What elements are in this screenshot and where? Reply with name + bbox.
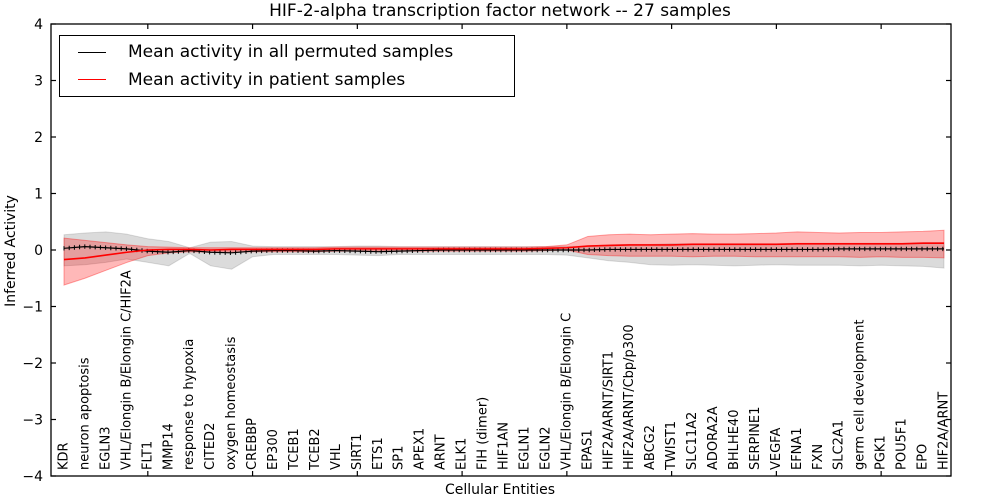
x-tick-label: SP1 <box>392 446 407 470</box>
x-tick-label: ARNT <box>434 434 449 470</box>
y-tick-label: −3 <box>22 413 43 429</box>
x-tick-label: MMP14 <box>161 423 176 470</box>
x-tick-label: VHL/Elongin B/Elongin C <box>559 313 574 470</box>
x-tick-label: ETS1 <box>371 437 386 470</box>
x-tick-label: SERPINE1 <box>748 407 763 470</box>
chart-title: HIF-2-alpha transcription factor network… <box>269 1 731 21</box>
y-axis-label: Inferred Activity <box>3 195 19 307</box>
x-tick-label: TCEB2 <box>308 428 323 471</box>
x-tick-label: response to hypoxia <box>182 339 197 470</box>
x-tick-label: KDR <box>57 442 72 470</box>
x-tick-label: PGK1 <box>874 435 889 470</box>
x-axis-label: Cellular Entities <box>444 482 556 498</box>
y-tick-label: 1 <box>34 187 43 203</box>
x-tick-label: EGLN1 <box>517 426 532 470</box>
x-tick-label: SLC11A2 <box>685 412 700 470</box>
x-tick-label: neuron apoptosis <box>77 357 92 470</box>
x-tick-label: oxygen homeostasis <box>224 336 239 470</box>
x-tick-label: VHL <box>329 443 344 470</box>
x-tick-label: APEX1 <box>413 428 428 470</box>
y-tick-label: 4 <box>34 17 43 33</box>
x-tick-label: HIF1AN <box>497 422 512 470</box>
x-tick-label: ELK1 <box>455 438 470 470</box>
legend-item-patient: Mean activity in patient samples <box>60 67 514 93</box>
legend-label-patient: Mean activity in patient samples <box>128 69 406 90</box>
legend-label-permuted: Mean activity in all permuted samples <box>128 42 454 63</box>
x-tick-label: HIF2A/ARNT/Cbp/p300 <box>622 324 637 470</box>
x-tick-label: ABCG2 <box>643 425 658 470</box>
x-tick-label: FIH (dimer) <box>476 397 491 470</box>
x-tick-label: EGLN3 <box>98 426 113 470</box>
x-tick-label: FXN <box>811 444 826 470</box>
x-tick-label: FLT1 <box>140 441 155 470</box>
legend-line-red-icon <box>78 79 106 81</box>
y-tick-label: −4 <box>22 469 43 485</box>
patient-mean-line <box>63 242 944 261</box>
x-tick-label: BHLHE40 <box>727 410 742 470</box>
x-tick-label: HIF2A/ARNT/SIRT1 <box>601 351 616 470</box>
x-tick-label: HIF2A/ARNT <box>937 392 952 470</box>
y-tick-label: 0 <box>34 243 43 259</box>
y-tick-label: −2 <box>22 356 43 372</box>
y-tick-label: 2 <box>34 130 43 146</box>
legend-line-black-icon <box>78 51 106 53</box>
x-tick-label: germ cell development <box>853 320 868 470</box>
x-tick-label: CREBBP <box>245 418 260 470</box>
x-tick-label: EFNA1 <box>790 427 805 470</box>
x-tick-label: SLC2A1 <box>832 420 847 470</box>
x-tick-label: CITED2 <box>203 423 218 470</box>
y-tick-label: 3 <box>34 74 43 90</box>
x-tick-label: VHL/Elongin B/Elongin C/HIF2A <box>119 270 134 470</box>
x-tick-label: SIRT1 <box>350 434 365 470</box>
x-tick-label: ADORA2A <box>706 406 721 470</box>
x-tick-label: VEGFA <box>769 428 784 470</box>
legend: Mean activity in all permuted samples Me… <box>59 35 515 97</box>
x-tick-label: EGLN2 <box>538 426 553 470</box>
permuted-sample-ticks <box>63 244 944 255</box>
y-tick-label: −1 <box>22 300 43 316</box>
x-tick-label: TCEB1 <box>287 428 302 471</box>
x-tick-label: POU5F1 <box>895 418 910 470</box>
x-tick-label: TWIST1 <box>664 421 679 471</box>
x-tick-label: EPO <box>916 444 931 470</box>
x-tick-label: EPAS1 <box>580 429 595 470</box>
legend-item-permuted: Mean activity in all permuted samples <box>60 39 514 65</box>
x-tick-label: EP300 <box>266 429 281 470</box>
